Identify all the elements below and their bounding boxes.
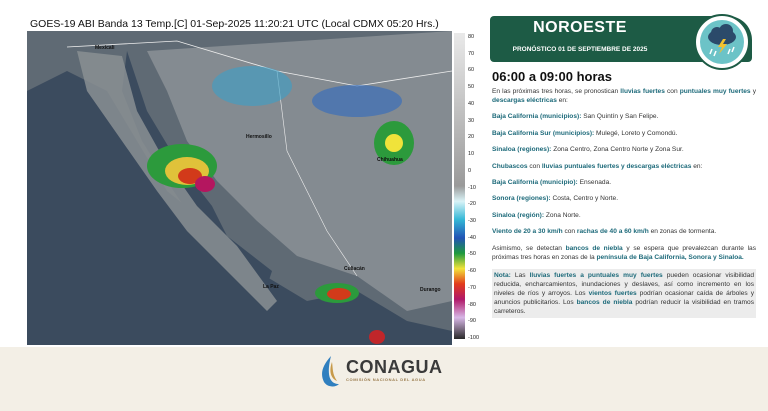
colorbar-tick-label: -40 bbox=[468, 234, 476, 241]
highlight-text: península de Baja California, Sonora y S… bbox=[596, 253, 744, 261]
colorbar-tick-label: -20 bbox=[468, 201, 476, 208]
highlight-text: lluvias fuertes a puntuales muy fuertes bbox=[529, 271, 663, 279]
text: en: bbox=[556, 97, 568, 104]
cloud bbox=[212, 66, 292, 106]
colorbar-tick-label: -30 bbox=[468, 217, 476, 224]
colorbar-tick-label: 0 bbox=[468, 167, 472, 174]
colorbar-tick-label: 40 bbox=[468, 100, 475, 107]
text: Zona Norte. bbox=[544, 211, 581, 219]
highlight-text: Nota: bbox=[494, 271, 511, 279]
storm-core bbox=[327, 288, 351, 300]
paragraph: Baja California (municipios): San Quintí… bbox=[492, 112, 756, 121]
time-range: 06:00 a 09:00 horas bbox=[492, 69, 612, 84]
city-label: Culiacán bbox=[344, 266, 365, 272]
storm-core bbox=[385, 134, 403, 152]
colorbar-tick-label: 50 bbox=[468, 84, 475, 91]
brand-subtitle: COMISIÓN NACIONAL DEL AGUA bbox=[346, 377, 426, 382]
storm-core bbox=[178, 168, 202, 184]
colorbar-tick-label: 80 bbox=[468, 34, 475, 40]
paragraph: Nota: Las lluvias fuertes a puntuales mu… bbox=[492, 268, 756, 318]
text: En las próximas tres horas, se pronostic… bbox=[492, 88, 621, 95]
city-label: Mexicali bbox=[95, 45, 115, 51]
state-border bbox=[276, 70, 358, 277]
city-label: Durango bbox=[420, 287, 441, 293]
logo-mark bbox=[322, 356, 339, 387]
highlight-text: bancos de niebla bbox=[565, 244, 623, 252]
text: Costa, Centro y Norte. bbox=[550, 195, 619, 203]
text: y bbox=[750, 88, 756, 95]
text: y se espera que prevalezcan durante las … bbox=[492, 244, 757, 261]
colorbar-tick-label: -90 bbox=[468, 318, 476, 325]
text: Ensenada. bbox=[577, 178, 612, 186]
paragraph: Baja California (municipio): Ensenada. bbox=[492, 178, 756, 187]
highlight-text: Sinaloa (regiones): bbox=[492, 146, 552, 154]
text: con bbox=[562, 228, 577, 236]
brand: CONAGUA bbox=[346, 357, 443, 377]
highlight-text: lluvias fuertes bbox=[620, 88, 665, 95]
paragraph: Asimismo, se detectan bancos de niebla y… bbox=[492, 244, 756, 262]
satellite-title: GOES-19 ABI Banda 13 Temp.[C] 01-Sep-202… bbox=[30, 18, 439, 30]
text: en zonas de tormenta. bbox=[648, 228, 717, 236]
highlight-text: puntuales muy fuertes bbox=[679, 88, 751, 95]
colorbar-tick-label: -70 bbox=[468, 284, 476, 291]
text: San Quintín y San Felipe. bbox=[581, 113, 659, 121]
paragraph: Sinaloa (región): Zona Norte. bbox=[492, 211, 756, 220]
colorbar-tick-label: -100 bbox=[468, 335, 480, 341]
text: Las bbox=[510, 271, 530, 279]
highlight-text: vientos fuertes bbox=[588, 289, 637, 297]
paragraph: En las próximas tres horas, se pronostic… bbox=[492, 87, 756, 105]
colorbar-tick-label: 30 bbox=[468, 117, 475, 124]
highlight-text: Chubascos bbox=[492, 162, 528, 170]
paragraph: Sinaloa (regiones): Zona Centro, Zona Ce… bbox=[492, 145, 756, 154]
highlight-text: rachas de 40 a 60 km/h bbox=[576, 228, 649, 236]
satellite-map bbox=[27, 31, 452, 345]
highlight-text: Sinaloa (región): bbox=[492, 211, 545, 219]
paragraph: Baja California Sur (municipios): Mulegé… bbox=[492, 129, 756, 138]
text: pueden ocasionar visibilidad reducida, e… bbox=[494, 271, 755, 297]
forecast-text: En las próximas tres horas, se pronostic… bbox=[492, 87, 756, 325]
city-label: Hermosillo bbox=[246, 134, 272, 140]
colorbar-tick-label: -60 bbox=[468, 268, 476, 275]
forecast-date: PRONÓSTICO 01 DE SEPTIEMBRE DE 2025 bbox=[512, 46, 648, 53]
paragraph: Sonora (regiones): Costa, Centro y Norte… bbox=[492, 194, 756, 203]
storm-core bbox=[369, 330, 385, 344]
paragraph: Chubascos con lluvias puntuales fuertes … bbox=[492, 162, 756, 171]
cloud bbox=[312, 85, 402, 117]
highlight-text: Baja California Sur (municipios): bbox=[492, 129, 595, 137]
highlight-text: Baja California (municipio): bbox=[492, 178, 578, 186]
highlight-text: bancos de niebla bbox=[576, 298, 633, 306]
weather-icon bbox=[694, 14, 750, 70]
gulf bbox=[122, 51, 272, 286]
text: podrían reducir la visibilidad en tramos… bbox=[494, 298, 754, 315]
colorbar-tick-label: 70 bbox=[468, 50, 475, 57]
storm-core bbox=[195, 176, 215, 192]
highlight-text: Sonora (regiones): bbox=[492, 195, 551, 203]
colorbar-tick-label: 20 bbox=[468, 134, 475, 141]
text: con bbox=[527, 162, 542, 170]
region-title: NOROESTE bbox=[533, 19, 627, 36]
highlight-text: lluvias puntuales fuertes y descargas el… bbox=[541, 162, 692, 170]
colorbar-tick-label: 60 bbox=[468, 67, 475, 74]
colorbar-tick-label: -10 bbox=[468, 184, 476, 191]
paragraph: Viento de 20 a 30 km/h con rachas de 40 … bbox=[492, 227, 756, 236]
highlight-text: Baja California (municipios): bbox=[492, 113, 582, 121]
highlight-text: Viento de 20 a 30 km/h bbox=[492, 228, 563, 236]
colorbar bbox=[454, 33, 465, 339]
colorbar-tick-label: 10 bbox=[468, 151, 475, 158]
text: Zona Centro, Zona Centro Norte y Zona Su… bbox=[551, 146, 684, 154]
text: en: bbox=[691, 162, 703, 170]
text: Asimismo, se detectan bbox=[492, 244, 566, 252]
footer bbox=[0, 347, 768, 411]
highlight-text: descargas eléctricas bbox=[492, 97, 557, 104]
colorbar-tick-label: -80 bbox=[468, 301, 476, 308]
city-label: La Paz bbox=[263, 284, 279, 290]
text: Mulegé, Loreto y Comondú. bbox=[594, 129, 678, 137]
city-label: Chihuahua bbox=[377, 157, 403, 163]
text: podrían ocasionar caída de árboles y anu… bbox=[494, 289, 754, 306]
text: con bbox=[664, 88, 680, 95]
colorbar-tick-label: -50 bbox=[468, 251, 476, 258]
